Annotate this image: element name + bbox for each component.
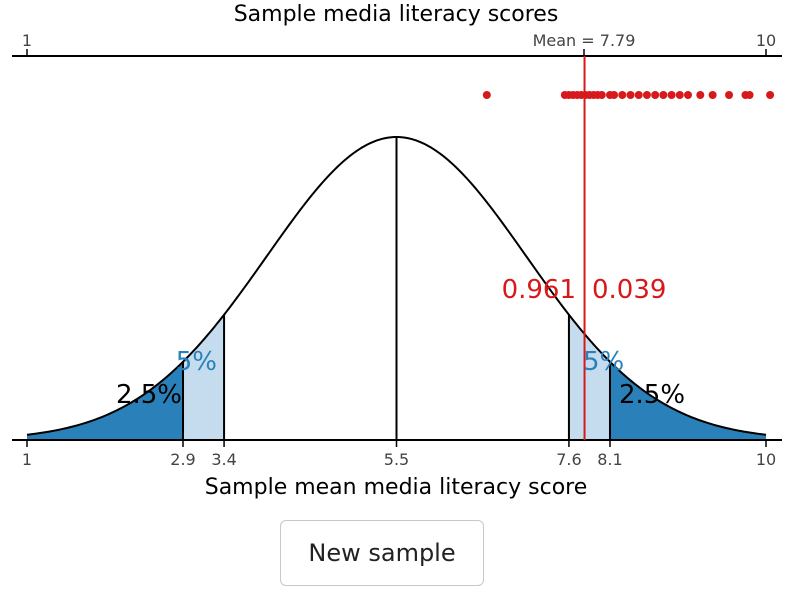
bottom-axis-ticks: 1 2.9 3.4 5.5 7.6 8.1 10	[22, 440, 776, 469]
sample-dot	[597, 91, 606, 99]
bottom-tick-label: 8.1	[597, 450, 622, 469]
bottom-tick-label: 3.4	[211, 450, 236, 469]
sample-dot	[696, 91, 705, 99]
sample-dot	[766, 91, 775, 99]
region-right-5	[568, 314, 610, 440]
bottom-tick-label: 10	[756, 450, 776, 469]
bottom-tick-label: 5.5	[384, 450, 409, 469]
sample-dot	[482, 91, 491, 99]
sample-dot	[675, 91, 684, 99]
sample-dot	[708, 91, 717, 99]
right-5pct-label: 5%	[583, 347, 624, 377]
left-probability-label: 0.961	[502, 275, 576, 305]
shaded-regions	[27, 314, 766, 440]
sample-dot	[667, 91, 676, 99]
region-left-5	[183, 314, 225, 440]
sample-dot	[683, 91, 692, 99]
sample-dot	[634, 91, 643, 99]
region-right-2-5	[609, 361, 766, 440]
bottom-tick-label: 2.9	[170, 450, 195, 469]
region-boundaries	[182, 137, 611, 440]
sample-dot	[745, 91, 754, 99]
new-sample-button[interactable]: New sample	[280, 520, 484, 586]
top-axis-label-min: 1	[22, 31, 32, 50]
top-chart-title: Sample media literacy scores	[234, 2, 559, 27]
sample-dot	[618, 91, 627, 99]
sampling-distribution-chart: Sample media literacy scores 1 10 Mean =…	[12, 2, 782, 500]
x-axis-title: Sample mean media literacy score	[205, 475, 588, 500]
right-probability-label: 0.039	[592, 275, 666, 305]
sample-dot	[659, 91, 668, 99]
mean-label: Mean = 7.79	[533, 31, 636, 50]
left-5pct-label: 5%	[176, 347, 217, 377]
left-2-5pct-label: 2.5%	[116, 380, 182, 410]
sample-dot	[725, 91, 734, 99]
sample-dot	[651, 91, 660, 99]
region-left-2-5	[27, 361, 184, 440]
sample-dot	[642, 91, 651, 99]
sample-dots	[482, 91, 775, 99]
bottom-tick-label: 1	[22, 450, 32, 469]
bottom-tick-label: 7.6	[556, 450, 581, 469]
sample-dot	[626, 91, 635, 99]
right-2-5pct-label: 2.5%	[619, 380, 685, 410]
top-axis-label-max: 10	[756, 31, 776, 50]
sample-dot	[610, 91, 619, 99]
